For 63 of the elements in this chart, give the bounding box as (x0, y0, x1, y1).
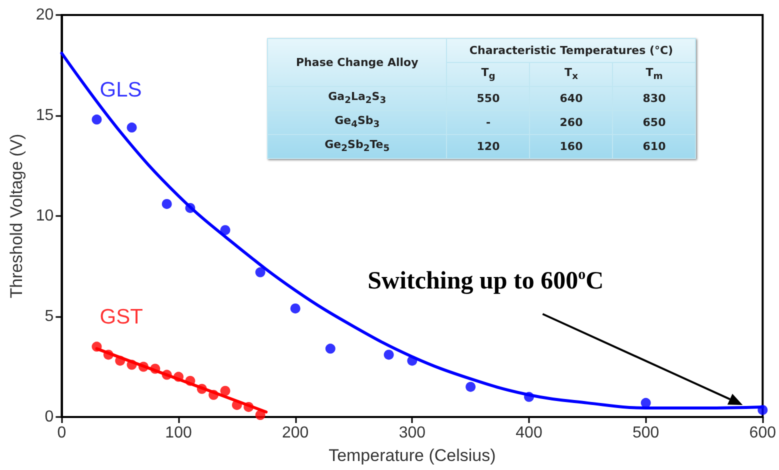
annotation: Ga$_{2}$La$_{2}$S$_{3}$ (268, 86, 447, 110)
annotation: 120 (446, 134, 530, 158)
point (115, 356, 126, 366)
y-tick-label: 15 (36, 107, 54, 124)
point (407, 356, 418, 366)
point (174, 372, 184, 382)
y-tick-label: 20 (36, 6, 54, 24)
annotation: 160 (530, 134, 613, 158)
x-axis-title: Temperature (Celsius) (328, 446, 496, 465)
point (255, 410, 266, 420)
annotation: 640 (530, 86, 613, 110)
x-tick-label: 600 (749, 424, 776, 442)
point (220, 225, 230, 236)
annotation: Switching up to 600$^{o}$C (368, 267, 604, 296)
point (466, 382, 476, 392)
point (185, 202, 196, 213)
point (232, 400, 242, 410)
point (162, 198, 172, 209)
x-tick-label: 0 (57, 424, 66, 442)
annotation: 260 (530, 110, 613, 134)
annotation: Ge$_{4}$Sb$_{3}$ (268, 110, 447, 134)
x-tick-label: 500 (632, 424, 660, 442)
annotation: 830 (612, 86, 696, 110)
point (138, 362, 148, 372)
annotation: 610 (612, 134, 696, 158)
point (208, 390, 219, 400)
point (384, 350, 394, 360)
point (220, 386, 230, 396)
annotation: T$_{g}$ (446, 62, 530, 86)
annotation: - (446, 110, 530, 134)
annotation: Phase Change Alloy (268, 38, 447, 86)
annotation: T$_{m}$ (612, 62, 696, 86)
point (126, 360, 137, 370)
y-axis-title: Threshold Voltage (V) (7, 134, 26, 298)
point (185, 376, 196, 386)
point (244, 402, 254, 412)
point (255, 267, 266, 278)
point (758, 404, 768, 415)
point (92, 342, 102, 352)
point (92, 114, 102, 125)
annotation: 550 (446, 86, 530, 110)
annotation: Characteristic Temperatures (°C) (446, 38, 696, 62)
x-tick-label: 100 (165, 424, 192, 442)
point (524, 392, 534, 402)
point (325, 344, 336, 354)
y-tick-label: 0 (44, 408, 54, 426)
annotation: 650 (612, 110, 696, 134)
y-tick-label: 10 (36, 208, 54, 224)
point (103, 350, 114, 360)
x-tick-label: 400 (516, 424, 542, 442)
x-tick-label: 300 (398, 424, 426, 442)
series-label: GST (100, 306, 144, 329)
y-tick-label: 5 (44, 308, 54, 325)
point (126, 122, 137, 133)
point (290, 303, 300, 314)
x-tick-label: 200 (282, 424, 309, 442)
annotation: Ge$_{2}$Sb$_{2}$Te$_{5}$ (268, 134, 447, 158)
point (162, 370, 172, 380)
point (640, 398, 651, 408)
annotation: T$_{x}$ (530, 62, 613, 86)
point (150, 364, 160, 374)
series-label: GLS (100, 78, 142, 102)
point (196, 384, 207, 394)
